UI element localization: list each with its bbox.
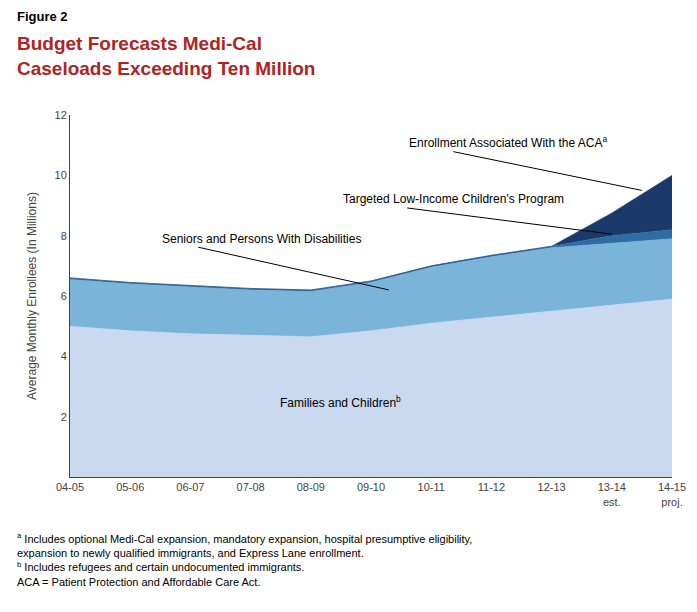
svg-text:10-11: 10-11 — [418, 481, 445, 493]
svg-text:12: 12 — [55, 109, 67, 121]
svg-text:09-10: 09-10 — [357, 481, 385, 493]
svg-text:Figure 2: Figure 2 — [17, 9, 68, 24]
svg-text:Seniors and Persons With Disab: Seniors and Persons With Disabilities — [162, 232, 361, 246]
svg-text:4: 4 — [61, 350, 67, 362]
svg-text:Enrollment Associated With the: Enrollment Associated With the ACA​a​ — [409, 134, 607, 150]
svg-text:12-13: 12-13 — [538, 481, 566, 493]
svg-text:​a​ Includes optional Medi-Cal: ​a​ Includes optional Medi-Cal expansion… — [17, 531, 472, 588]
svg-text:Targeted Low-Income Children's: Targeted Low-Income Children's Program — [343, 192, 564, 206]
svg-text:Average Monthly Enrollees (In: Average Monthly Enrollees (In Millions) — [25, 192, 39, 400]
svg-text:2: 2 — [61, 411, 67, 423]
svg-text:05-06: 05-06 — [116, 481, 144, 493]
svg-text:Budget Forecasts Medi-CalCasel: Budget Forecasts Medi-CalCaseloads Excee… — [17, 33, 315, 79]
svg-text:08-09: 08-09 — [297, 481, 325, 493]
svg-text:Families and Children​b​: Families and Children​b​ — [280, 394, 401, 410]
svg-text:10: 10 — [55, 169, 67, 181]
svg-text:6: 6 — [61, 290, 67, 302]
svg-text:06-07: 06-07 — [176, 481, 204, 493]
svg-text:11-12: 11-12 — [478, 481, 505, 493]
svg-text:04-05: 04-05 — [56, 481, 84, 493]
svg-text:07-08: 07-08 — [237, 481, 265, 493]
svg-text:13-14est.: 13-14est. — [598, 481, 626, 507]
svg-text:8: 8 — [61, 230, 67, 242]
svg-text:14-15proj.: 14-15proj. — [658, 481, 686, 507]
